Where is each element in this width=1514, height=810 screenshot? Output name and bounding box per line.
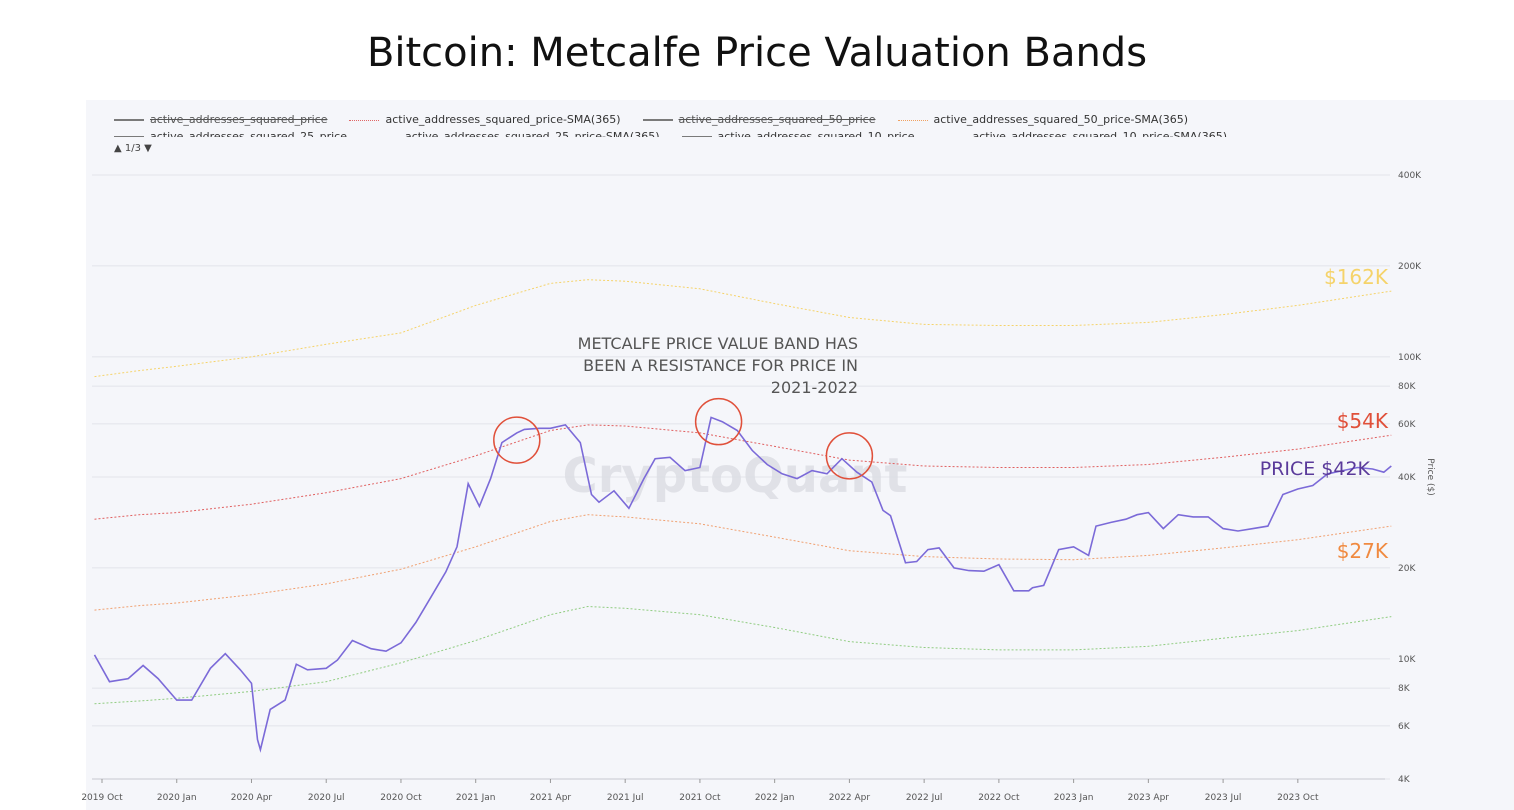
legend-swatch — [368, 136, 399, 137]
x-tick-label: 2023 Apr — [1128, 793, 1170, 803]
legend-label: active_addresses_squared_25_price — [150, 130, 347, 137]
y-tick-label: 8K — [1398, 684, 1411, 694]
legend-item[interactable]: active_addresses_squared_price — [114, 113, 327, 126]
y-tick-label: 40K — [1398, 473, 1416, 483]
highlight-circle — [694, 397, 743, 446]
x-tick-label: 2023 Oct — [1277, 793, 1319, 803]
y-tick-label: 100K — [1398, 353, 1422, 363]
legend-item[interactable]: active_addresses_squared_25_price-SMA(36… — [368, 130, 660, 137]
x-tick-label: 2020 Jul — [308, 793, 345, 803]
x-tick-label: 2022 Jan — [755, 793, 795, 803]
y-tick-label: 60K — [1398, 420, 1416, 430]
highlight-circle — [825, 432, 874, 480]
x-tick-label: 2023 Jan — [1054, 793, 1094, 803]
x-tick-label: 2020 Apr — [231, 793, 273, 803]
legend-item[interactable]: active_addresses_squared_10_price-SMA(36… — [936, 130, 1228, 137]
y-tick-label: 20K — [1398, 564, 1416, 574]
callout-text: BEEN A RESISTANCE FOR PRICE IN — [583, 356, 858, 375]
legend-label: active_addresses_squared_50_price — [678, 113, 876, 126]
legend-swatch — [681, 136, 712, 137]
x-tick-label: 2021 Jan — [456, 793, 496, 803]
x-tick-label: 2020 Oct — [380, 793, 422, 803]
watermark: CryptoQuant — [563, 448, 908, 504]
y-axis-label: Price ($) — [1425, 458, 1435, 496]
chart-panel — [86, 100, 1514, 810]
x-tick-label: 2021 Apr — [530, 793, 572, 803]
legend-swatch — [114, 136, 144, 137]
x-tick-label: 2023 Jul — [1205, 793, 1242, 803]
legend-label: active_addresses_squared_10_price — [717, 130, 915, 137]
legend-swatch — [642, 119, 673, 121]
x-tick-label: 2019 Oct — [81, 793, 123, 803]
callout-text: METCALFE PRICE VALUE BAND HAS — [578, 334, 858, 353]
y-tick-label: 6K — [1398, 722, 1411, 732]
value-annotation: $54K — [1337, 409, 1389, 433]
x-tick-label: 2021 Oct — [679, 793, 721, 803]
y-tick-label: 200K — [1398, 262, 1422, 272]
legend-row-1: active_addresses_squared_price active_add… — [114, 113, 1210, 126]
y-tick-label: 400K — [1398, 171, 1422, 181]
legend-item[interactable]: active_addresses_squared_25_price — [114, 130, 347, 137]
legend-row-2: active_addresses_squared_25_price active_… — [114, 130, 1249, 137]
chart-title: Bitcoin: Metcalfe Price Valuation Bands — [366, 30, 1148, 76]
x-tick-label: 2020 Jan — [157, 793, 197, 803]
y-tick-label: 4K — [1398, 775, 1411, 785]
legend-label: active_addresses_squared_50_price-SMA(36… — [933, 113, 1189, 126]
x-tick-label: 2022 Oct — [978, 793, 1020, 803]
value-annotation: $27K — [1337, 539, 1389, 563]
value-annotation: $162K — [1324, 265, 1389, 289]
legend-item[interactable]: active_addresses_squared_10_price — [681, 130, 915, 137]
legend-swatch — [349, 119, 380, 121]
band-line — [94, 279, 1392, 378]
legend-item[interactable]: active_addresses_squared_price-SMA(365) — [349, 113, 621, 126]
legend-label: active_addresses_squared_10_price-SMA(36… — [972, 130, 1228, 137]
price-line — [93, 416, 1392, 753]
value-annotation: PRICE $42K — [1260, 458, 1371, 480]
band-line — [94, 605, 1392, 705]
legend-swatch — [936, 136, 967, 137]
x-tick-label: 2021 Jul — [607, 793, 644, 803]
legend-item[interactable]: active_addresses_squared_50_price — [642, 113, 876, 126]
legend-label: active_addresses_squared_price-SMA(365) — [385, 113, 621, 126]
x-tick-label: 2022 Jul — [906, 793, 943, 803]
legend-item[interactable]: active_addresses_squared_50_price-SMA(36… — [897, 113, 1189, 126]
legend-swatch — [114, 119, 144, 121]
callout-text: 2021-2022 — [771, 378, 858, 397]
y-tick-label: 10K — [1398, 655, 1416, 665]
legend-label: active_addresses_squared_price — [150, 113, 328, 126]
y-tick-label: 80K — [1398, 382, 1416, 392]
x-tick-label: 2022 Apr — [829, 793, 871, 803]
legend-label: active_addresses_squared_25_price-SMA(36… — [404, 130, 660, 137]
legend-swatch — [897, 119, 928, 121]
band-line — [94, 514, 1392, 611]
highlight-circle — [493, 416, 541, 464]
legend-pager[interactable]: ▲ 1/3 ▼ — [114, 143, 152, 154]
